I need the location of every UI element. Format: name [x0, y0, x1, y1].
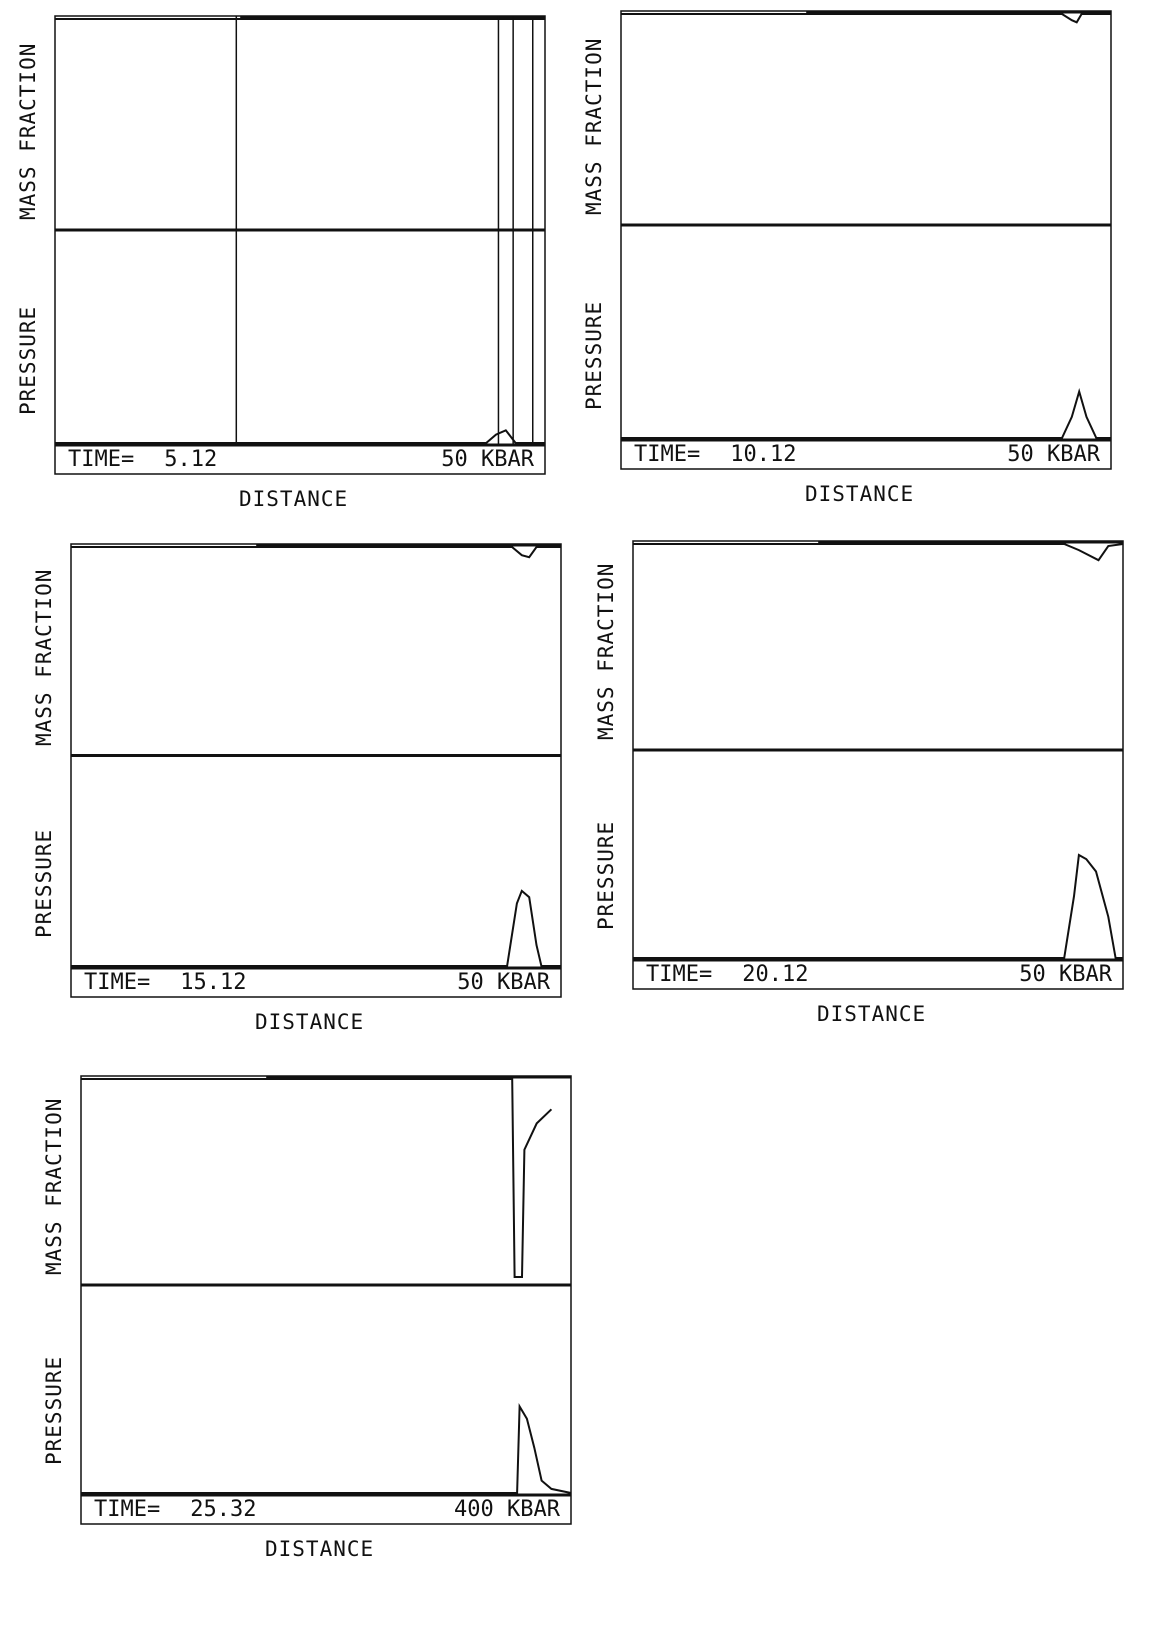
time-row: TIME= 5.12 50 KBAR: [68, 447, 534, 472]
time-value: 10.12: [730, 442, 797, 467]
time-label: TIME=: [94, 1497, 161, 1522]
time-row: TIME= 20.12 50 KBAR: [646, 962, 1112, 987]
plot-frame: [70, 543, 562, 998]
distance-label: DISTANCE: [255, 1010, 365, 1034]
pressure-series: [81, 1403, 572, 1494]
mass-fraction-series: [621, 13, 1111, 24]
scale-label: 400 KBAR: [454, 1497, 560, 1522]
distance-label: DISTANCE: [265, 1537, 375, 1561]
pressure-series: [633, 853, 1123, 959]
pressure-label: PRESSURE: [594, 820, 618, 930]
plot-frame: [632, 540, 1124, 990]
time-row: TIME= 15.12 50 KBAR: [84, 970, 550, 995]
plot-area: [54, 15, 546, 475]
panel-3: MASS FRACTION PRESSURE TIME= 15.12 50 KBAR DI…: [30, 543, 565, 1043]
time-row: TIME= 10.12 50 KBAR: [634, 442, 1100, 467]
time-value: 20.12: [742, 962, 809, 987]
mass-fraction-label: MASS FRACTION: [594, 562, 618, 740]
time-value: 5.12: [164, 447, 218, 472]
pressure-series: [621, 388, 1111, 439]
pressure-series: [55, 429, 545, 444]
plot-frame: [620, 10, 1112, 470]
time-value: 15.12: [180, 970, 247, 995]
pressure-label: PRESSURE: [32, 828, 56, 938]
plot-area: [80, 1075, 572, 1525]
panel-4: MASS FRACTION PRESSURE TIME= 20.12 50 KBAR DI…: [592, 535, 1127, 1035]
pressure-label: PRESSURE: [42, 1355, 66, 1465]
scale-label: 50 KBAR: [1019, 962, 1112, 987]
scale-label: 50 KBAR: [1007, 442, 1100, 467]
time-label: TIME=: [68, 447, 135, 472]
plot-area: [70, 543, 562, 998]
distance-label: DISTANCE: [817, 1002, 927, 1026]
mass-fraction-series: [633, 543, 1124, 562]
mass-fraction-label: MASS FRACTION: [582, 37, 606, 215]
panel-2: MASS FRACTION PRESSURE TIME= 10.12 50 KBAR DI…: [580, 5, 1115, 510]
plot-frame: [80, 1075, 572, 1525]
distance-label: DISTANCE: [805, 482, 915, 506]
distance-label: DISTANCE: [239, 487, 349, 511]
mass-fraction-series: [81, 1078, 553, 1278]
time-label: TIME=: [84, 970, 151, 995]
plot-frame: [54, 15, 546, 475]
time-label: TIME=: [646, 962, 713, 987]
time-label: TIME=: [634, 442, 701, 467]
scale-label: 50 KBAR: [441, 447, 534, 472]
plot-area: [620, 10, 1112, 470]
scale-label: 50 KBAR: [457, 970, 550, 995]
panel-5: MASS FRACTION PRESSURE TIME= 25.32 400 KBAR D…: [40, 1070, 575, 1630]
mass-fraction-label: MASS FRACTION: [42, 1097, 66, 1275]
time-row: TIME= 25.32 400 KBAR: [94, 1497, 560, 1522]
panel-1: MASS FRACTION PRESSURE TIME= 5.12 50 KBAR DIS…: [14, 10, 554, 515]
mass-fraction-label: MASS FRACTION: [16, 42, 40, 220]
pressure-label: PRESSURE: [582, 300, 606, 410]
pressure-series: [71, 889, 561, 967]
mass-fraction-series: [71, 546, 561, 559]
pressure-label: PRESSURE: [16, 305, 40, 415]
plot-area: [632, 540, 1124, 990]
time-value: 25.32: [190, 1497, 257, 1522]
mass-fraction-label: MASS FRACTION: [32, 568, 56, 746]
